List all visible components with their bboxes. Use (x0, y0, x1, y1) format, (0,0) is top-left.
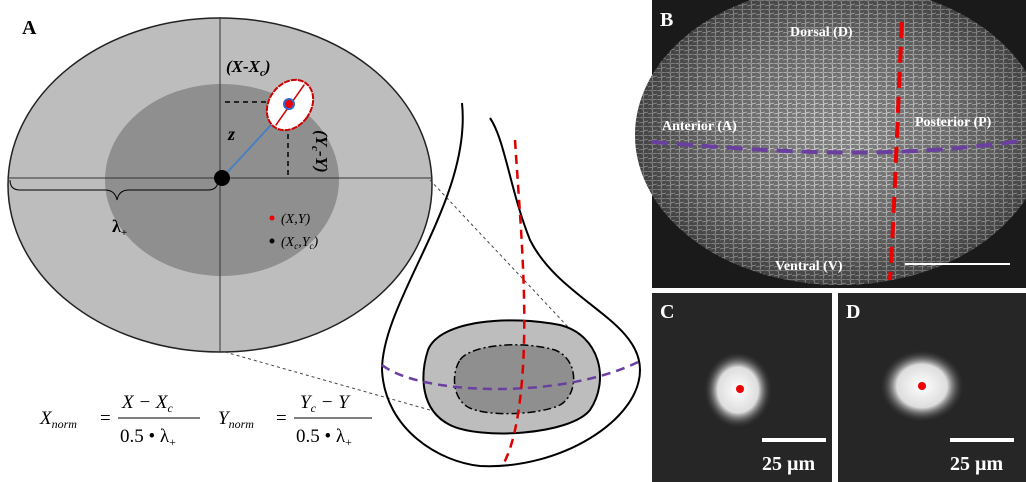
text: c (168, 401, 174, 415)
scale-label: 25 µm (762, 453, 816, 475)
text: (X (281, 235, 295, 250)
text: λ (112, 216, 121, 236)
legend-dot (270, 216, 275, 221)
text: 0.5 • λ (296, 426, 346, 447)
text: + (121, 227, 127, 239)
panel-label: D (846, 301, 860, 323)
panel-label: C (660, 301, 674, 323)
page: {"panel_a": {"label": "A", "dx": ["(X-X"… (0, 0, 1026, 482)
text: X − X (121, 392, 169, 413)
cell-center (284, 99, 294, 109)
centroid (214, 170, 230, 186)
annotation: (Yc-Y) (309, 130, 331, 173)
formula-den: 0.5 • λ+ (120, 426, 176, 449)
text: + (345, 435, 352, 449)
cell-center (918, 382, 926, 390)
formula-lhs: Xnorm (39, 408, 77, 431)
text: (X-X (226, 57, 261, 76)
direction-label: Posterior (P) (915, 115, 992, 130)
panel-b: B Dorsal (D) Anterior (A) Posterior (P) … (635, 0, 1026, 288)
annotation: (X,Y) (281, 212, 311, 227)
panel-a: A (X-Xc) z (Yc-Y) λ+ (X,Y) (Xc,Yc) (8, 17, 432, 352)
text: norm (229, 417, 255, 431)
text: -Y) (312, 151, 331, 173)
text: (Y (312, 130, 331, 148)
text: + (169, 435, 176, 449)
text: norm (52, 417, 78, 431)
annotation: z (227, 124, 235, 144)
annotation: (Xc,Yc) (281, 235, 319, 251)
formula-num: Yc − Y (300, 392, 351, 415)
direction-label: Dorsal (D) (790, 25, 853, 40)
formula-eq: = (100, 408, 111, 429)
text: ) (313, 235, 319, 250)
text: 0.5 • λ (120, 426, 170, 447)
formula-eq: = (276, 408, 287, 429)
panel-label: A (22, 17, 37, 39)
panel-d: D 25 µm (838, 293, 1026, 482)
formulas: Xnorm = X − Xc 0.5 • λ+ Ynorm = Yc − Y 0… (39, 392, 372, 449)
direction-label: Ventral (V) (775, 259, 843, 274)
legend-dot (270, 239, 275, 244)
panel-c: C 25 µm (652, 293, 832, 482)
panel-label: B (660, 9, 673, 31)
cell-center (736, 385, 744, 393)
scale-label: 25 µm (950, 453, 1004, 475)
formula-den: 0.5 • λ+ (296, 426, 352, 449)
formula-num: X − Xc (121, 392, 174, 415)
direction-label: Anterior (A) (662, 119, 737, 134)
text: − Y (316, 392, 351, 413)
figure: A (X-Xc) z (Yc-Y) λ+ (X,Y) (Xc,Yc) Xnorm… (0, 0, 1026, 482)
formula-lhs: Ynorm (218, 408, 254, 431)
text: ) (263, 57, 271, 76)
